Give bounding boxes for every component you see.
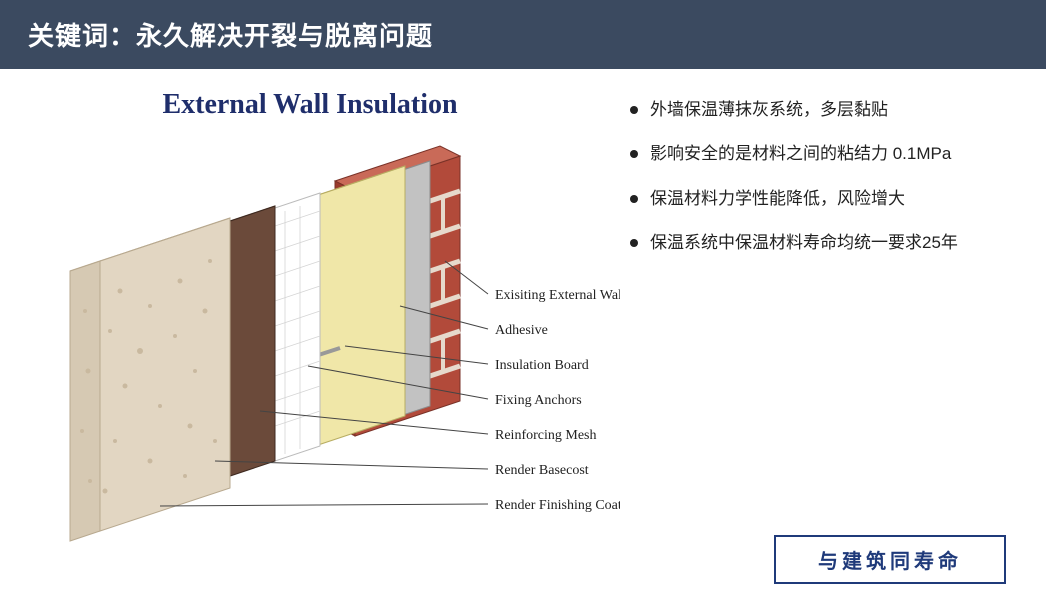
bullet-list: 外墙保温薄抹灰系统，多层黏贴 影响安全的是材料之间的粘结力 0.1MPa 保温材… xyxy=(630,97,1026,256)
content-area: External Wall Insulation xyxy=(0,69,1046,566)
label-finish: Render Finishing Coat xyxy=(495,498,620,513)
footer-callout: 与建筑同寿命 xyxy=(774,535,1006,584)
label-mesh: Reinforcing Mesh xyxy=(495,428,596,443)
page-header: 关键词：永久解决开裂与脱离问题 xyxy=(0,0,1046,69)
bullet-item: 保温系统中保温材料寿命均统一要求25年 xyxy=(630,230,1026,256)
label-brick: Exisiting External Wall xyxy=(495,288,620,303)
label-anchors: Fixing Anchors xyxy=(495,393,582,408)
text-column: 外墙保温薄抹灰系统，多层黏贴 影响安全的是材料之间的粘结力 0.1MPa 保温材… xyxy=(620,89,1046,566)
label-adhesive: Adhesive xyxy=(495,323,548,338)
bullet-item: 外墙保温薄抹灰系统，多层黏贴 xyxy=(630,97,1026,123)
wall-diagram: Exisiting External Wall Adhesive Insulat… xyxy=(0,131,620,561)
label-basecoat: Render Basecost xyxy=(495,463,589,478)
bullet-item: 保温材料力学性能降低，风险增大 xyxy=(630,186,1026,212)
footer-label: 与建筑同寿命 xyxy=(818,551,962,573)
label-board: Insulation Board xyxy=(495,358,589,373)
bullet-item: 影响安全的是材料之间的粘结力 0.1MPa xyxy=(630,141,1026,167)
header-title: 关键词：永久解决开裂与脱离问题 xyxy=(28,21,433,51)
diagram-title: External Wall Insulation xyxy=(0,89,620,121)
layer-finish xyxy=(70,218,230,541)
diagram-column: External Wall Insulation xyxy=(0,89,620,566)
